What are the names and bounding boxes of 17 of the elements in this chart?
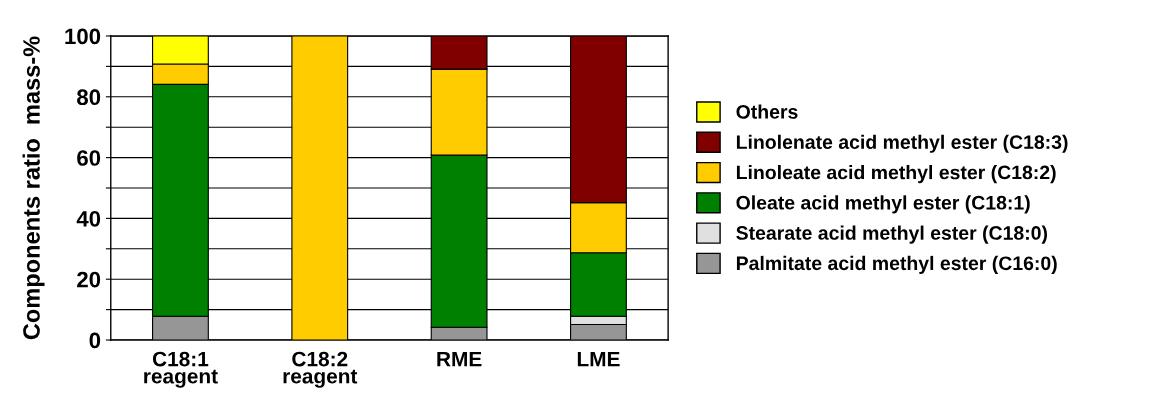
legend-label: Linolenate acid methyl ester (C18:3) [736, 134, 1068, 153]
x-tick-label: C18:1 reagent [144, 351, 218, 388]
y-tick-label: 80 [77, 89, 101, 106]
x-tick-label: C18:2 reagent [283, 351, 358, 388]
y-axis-title: Components ratio mass-% [22, 36, 45, 340]
legend-label: Others [736, 104, 798, 119]
legend-label: Linoleate acid methyl ester (C18:2) [736, 165, 1056, 184]
y-tick-label: 100 [65, 28, 101, 45]
legend-label: Palmitate acid methyl ester (C16:0) [736, 255, 1057, 274]
y-tick-label: 20 [77, 271, 101, 288]
legend-label: Stearate acid methyl ester (C18:0) [736, 225, 1048, 244]
y-tick-label: 0 [89, 332, 101, 349]
x-tick-label: LME [577, 351, 620, 367]
x-tick-label: RME [437, 351, 482, 367]
legend-label: Oleate acid methyl ester (C18:1) [736, 195, 1030, 214]
y-tick-label: 60 [77, 150, 101, 166]
y-tick-label: 40 [76, 210, 101, 227]
